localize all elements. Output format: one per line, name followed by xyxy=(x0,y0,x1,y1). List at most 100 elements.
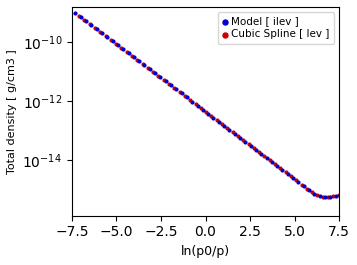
Model [ ilev ] xyxy=(179,91,185,96)
Cubic Spline [ lev ] xyxy=(315,193,320,197)
Model [ ilev ] xyxy=(264,156,270,160)
Model [ ilev ] xyxy=(242,140,248,144)
Model [ ilev ] xyxy=(237,136,243,140)
Cubic Spline [ lev ] xyxy=(140,62,145,66)
Cubic Spline [ lev ] xyxy=(103,34,109,38)
Model [ ilev ] xyxy=(205,112,211,116)
Cubic Spline [ lev ] xyxy=(235,134,241,138)
Model [ ilev ] xyxy=(253,148,259,152)
Cubic Spline [ lev ] xyxy=(198,106,204,110)
Cubic Spline [ lev ] xyxy=(161,78,167,82)
Cubic Spline [ lev ] xyxy=(214,118,220,122)
Cubic Spline [ lev ] xyxy=(92,25,98,30)
Model [ ilev ] xyxy=(248,144,253,148)
Model [ ilev ] xyxy=(94,27,100,31)
Cubic Spline [ lev ] xyxy=(135,58,140,62)
Cubic Spline [ lev ] xyxy=(76,14,82,18)
Cubic Spline [ lev ] xyxy=(256,150,262,154)
Cubic Spline [ lev ] xyxy=(124,50,130,54)
Cubic Spline [ lev ] xyxy=(108,38,114,42)
Cubic Spline [ lev ] xyxy=(166,82,172,86)
Model [ ilev ] xyxy=(306,188,312,192)
Cubic Spline [ lev ] xyxy=(193,102,198,106)
Cubic Spline [ lev ] xyxy=(230,130,236,134)
Model [ ilev ] xyxy=(232,132,237,136)
Legend: Model [ ilev ], Cubic Spline [ lev ]: Model [ ilev ], Cubic Spline [ lev ] xyxy=(218,12,334,44)
Cubic Spline [ lev ] xyxy=(251,146,257,151)
Model [ ilev ] xyxy=(327,195,333,199)
Model [ ilev ] xyxy=(168,83,174,87)
Model [ ilev ] xyxy=(221,123,227,128)
Cubic Spline [ lev ] xyxy=(336,192,341,197)
Model [ ilev ] xyxy=(136,59,142,63)
Cubic Spline [ lev ] xyxy=(97,29,103,34)
Model [ ilev ] xyxy=(120,47,126,51)
Model [ ilev ] xyxy=(258,152,264,156)
Cubic Spline [ lev ] xyxy=(272,162,278,166)
Cubic Spline [ lev ] xyxy=(208,114,214,118)
Cubic Spline [ lev ] xyxy=(187,98,193,102)
Model [ ilev ] xyxy=(115,43,121,47)
Cubic Spline [ lev ] xyxy=(156,74,161,78)
Model [ ilev ] xyxy=(290,176,296,180)
Cubic Spline [ lev ] xyxy=(240,138,246,142)
Model [ ilev ] xyxy=(152,71,158,76)
Model [ ilev ] xyxy=(99,31,105,35)
Model [ ilev ] xyxy=(157,75,163,80)
Model [ ilev ] xyxy=(131,55,137,59)
Cubic Spline [ lev ] xyxy=(113,42,119,46)
Cubic Spline [ lev ] xyxy=(119,46,124,50)
Cubic Spline [ lev ] xyxy=(129,54,135,58)
Model [ ilev ] xyxy=(89,23,94,27)
Model [ ilev ] xyxy=(72,11,78,15)
Model [ ilev ] xyxy=(274,164,280,168)
Model [ ilev ] xyxy=(142,63,147,67)
Cubic Spline [ lev ] xyxy=(225,126,230,130)
Cubic Spline [ lev ] xyxy=(262,154,267,158)
Model [ ilev ] xyxy=(317,194,322,198)
Model [ ilev ] xyxy=(184,95,190,100)
Cubic Spline [ lev ] xyxy=(150,70,156,74)
Model [ ilev ] xyxy=(211,116,216,120)
Model [ ilev ] xyxy=(322,195,328,199)
Cubic Spline [ lev ] xyxy=(145,66,151,70)
Model [ ilev ] xyxy=(227,128,232,132)
Cubic Spline [ lev ] xyxy=(304,186,310,191)
Cubic Spline [ lev ] xyxy=(219,122,225,126)
Model [ ilev ] xyxy=(296,180,301,184)
Cubic Spline [ lev ] xyxy=(177,90,182,94)
Cubic Spline [ lev ] xyxy=(277,166,283,171)
Cubic Spline [ lev ] xyxy=(320,195,326,199)
Y-axis label: Total density [ g/cm3 ]: Total density [ g/cm3 ] xyxy=(7,49,17,174)
Cubic Spline [ lev ] xyxy=(203,110,209,114)
Model [ ilev ] xyxy=(174,87,179,91)
Model [ ilev ] xyxy=(285,172,291,176)
Cubic Spline [ lev ] xyxy=(283,170,288,175)
Cubic Spline [ lev ] xyxy=(171,86,177,90)
Model [ ilev ] xyxy=(78,15,84,19)
Cubic Spline [ lev ] xyxy=(331,194,336,198)
X-axis label: ln(p0/p): ln(p0/p) xyxy=(181,245,230,258)
Cubic Spline [ lev ] xyxy=(81,17,87,22)
Model [ ilev ] xyxy=(301,184,307,188)
Model [ ilev ] xyxy=(147,67,153,71)
Model [ ilev ] xyxy=(311,192,317,196)
Model [ ilev ] xyxy=(189,99,195,104)
Cubic Spline [ lev ] xyxy=(182,94,188,98)
Cubic Spline [ lev ] xyxy=(325,195,331,199)
Model [ ilev ] xyxy=(333,194,338,198)
Model [ ilev ] xyxy=(216,120,222,124)
Cubic Spline [ lev ] xyxy=(267,158,273,162)
Cubic Spline [ lev ] xyxy=(309,190,315,195)
Model [ ilev ] xyxy=(110,39,115,43)
Model [ ilev ] xyxy=(269,160,275,164)
Model [ ilev ] xyxy=(105,35,110,39)
Model [ ilev ] xyxy=(163,79,169,83)
Cubic Spline [ lev ] xyxy=(288,174,294,179)
Model [ ilev ] xyxy=(280,168,285,172)
Cubic Spline [ lev ] xyxy=(246,142,251,146)
Cubic Spline [ lev ] xyxy=(299,182,305,187)
Model [ ilev ] xyxy=(83,19,89,23)
Model [ ilev ] xyxy=(195,103,200,108)
Cubic Spline [ lev ] xyxy=(87,21,92,26)
